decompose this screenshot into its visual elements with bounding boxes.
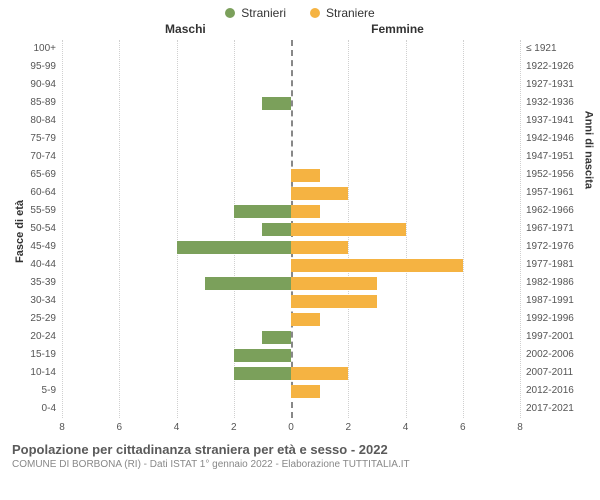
ytick-age: 85-89 — [0, 97, 56, 108]
ytick-years: 1997-2001 — [526, 331, 574, 342]
ytick-age: 70-74 — [0, 151, 56, 162]
bar-male — [205, 277, 291, 290]
chart-legend: Stranieri Straniere — [0, 0, 600, 22]
bar-male — [234, 205, 291, 218]
y-axis-label-right: Anni di nascita — [582, 111, 594, 189]
ytick-years: 1927-1931 — [526, 79, 574, 90]
xtick: 6 — [460, 422, 466, 433]
bar-female — [291, 295, 377, 308]
ytick-age: 10-14 — [0, 367, 56, 378]
bar-male — [262, 97, 291, 110]
ytick-age: 60-64 — [0, 187, 56, 198]
ytick-years: 1992-1996 — [526, 313, 574, 324]
header-male: Maschi — [165, 22, 206, 36]
ytick-age: 55-59 — [0, 205, 56, 216]
ytick-years: 1922-1926 — [526, 61, 574, 72]
bar-female — [291, 205, 320, 218]
bar-male — [262, 331, 291, 344]
xtick: 4 — [174, 422, 180, 433]
bar-male — [234, 349, 291, 362]
legend-label-female: Straniere — [326, 6, 375, 20]
ytick-age: 30-34 — [0, 295, 56, 306]
ytick-years: 1932-1936 — [526, 97, 574, 108]
chart-title: Popolazione per cittadinanza straniera p… — [12, 442, 588, 457]
grid-line — [62, 40, 63, 418]
grid-line — [406, 40, 407, 418]
ytick-years: 2002-2006 — [526, 349, 574, 360]
ytick-age: 35-39 — [0, 277, 56, 288]
xtick: 8 — [517, 422, 523, 433]
xtick: 4 — [403, 422, 409, 433]
ytick-years: 2007-2011 — [526, 367, 573, 378]
column-headers: Maschi Femmine — [0, 22, 600, 40]
xtick: 2 — [231, 422, 237, 433]
ytick-years: 1967-1971 — [526, 223, 574, 234]
legend-item-female: Straniere — [310, 6, 375, 20]
ytick-years: 1982-1986 — [526, 277, 574, 288]
legend-label-male: Stranieri — [241, 6, 286, 20]
ytick-age: 90-94 — [0, 79, 56, 90]
legend-swatch-male — [225, 8, 235, 18]
ytick-years: 1972-1976 — [526, 241, 574, 252]
ytick-years: 1957-1961 — [526, 187, 574, 198]
bar-male — [262, 223, 291, 236]
ytick-age: 80-84 — [0, 115, 56, 126]
ytick-years: 1947-1951 — [526, 151, 574, 162]
legend-swatch-female — [310, 8, 320, 18]
bar-female — [291, 169, 320, 182]
ytick-age: 65-69 — [0, 169, 56, 180]
ytick-age: 40-44 — [0, 259, 56, 270]
ytick-years: 1977-1981 — [526, 259, 574, 270]
ytick-age: 25-29 — [0, 313, 56, 324]
bar-female — [291, 223, 406, 236]
bar-male — [177, 241, 292, 254]
ytick-years: 1937-1941 — [526, 115, 574, 126]
bar-female — [291, 241, 348, 254]
ytick-age: 15-19 — [0, 349, 56, 360]
ytick-age: 50-54 — [0, 223, 56, 234]
y-axis-label-left: Fasce di età — [14, 200, 26, 263]
bar-female — [291, 385, 320, 398]
ytick-years: 1987-1991 — [526, 295, 574, 306]
ytick-age: 100+ — [0, 43, 56, 54]
grid-line — [119, 40, 120, 418]
bar-female — [291, 259, 463, 272]
grid-line — [463, 40, 464, 418]
grid-line — [177, 40, 178, 418]
plot-area — [62, 40, 520, 418]
chart-subtitle: COMUNE DI BORBONA (RI) - Dati ISTAT 1° g… — [12, 459, 588, 470]
ytick-age: 5-9 — [0, 385, 56, 396]
ytick-age: 0-4 — [0, 403, 56, 414]
bar-female — [291, 313, 320, 326]
xtick: 2 — [345, 422, 351, 433]
ytick-years: 1942-1946 — [526, 133, 574, 144]
ytick-age: 20-24 — [0, 331, 56, 342]
ytick-age: 45-49 — [0, 241, 56, 252]
ytick-years: 2012-2016 — [526, 385, 574, 396]
ytick-years: 2017-2021 — [526, 403, 574, 414]
ytick-age: 75-79 — [0, 133, 56, 144]
xtick: 0 — [288, 422, 294, 433]
header-female: Femmine — [371, 22, 424, 36]
grid-line — [520, 40, 521, 418]
bar-female — [291, 187, 348, 200]
xtick: 6 — [116, 422, 122, 433]
ytick-years: 1952-1956 — [526, 169, 574, 180]
ytick-years: 1962-1966 — [526, 205, 574, 216]
ytick-years: ≤ 1921 — [526, 43, 557, 54]
bar-male — [234, 367, 291, 380]
ytick-age: 95-99 — [0, 61, 56, 72]
xtick: 8 — [59, 422, 65, 433]
chart-footer: Popolazione per cittadinanza straniera p… — [12, 442, 588, 470]
bar-female — [291, 367, 348, 380]
bar-female — [291, 277, 377, 290]
population-pyramid-chart: Maschi Femmine 100+ ≤ 1921 95-99 1922-1926 90-… — [0, 22, 600, 460]
legend-item-male: Stranieri — [225, 6, 286, 20]
